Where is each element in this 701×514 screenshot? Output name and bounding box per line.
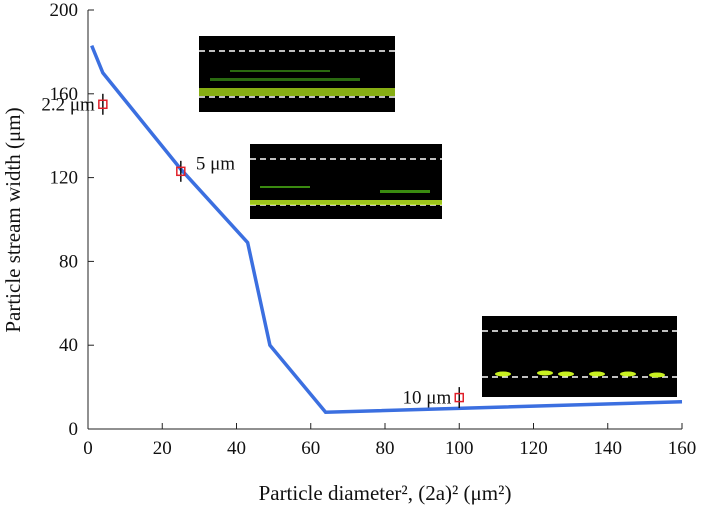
y-tick-label: 80 — [59, 251, 78, 272]
x-tick-label: 160 — [668, 438, 697, 459]
data-point — [98, 99, 108, 110]
point-label: 2.2 μm — [41, 94, 95, 115]
y-axis-label: Particle stream width (μm) — [1, 107, 25, 332]
y-tick-label: 200 — [50, 0, 79, 21]
data-point — [454, 392, 464, 403]
x-axis-label: Particle diameter², (2a)² (μm²) — [259, 481, 512, 505]
x-tick-label: 60 — [301, 438, 320, 459]
y-tick-label: 40 — [59, 335, 78, 356]
x-tick-label: 20 — [153, 438, 172, 459]
x-tick-label: 140 — [594, 438, 623, 459]
x-tick-label: 80 — [376, 438, 395, 459]
x-tick-label: 40 — [227, 438, 246, 459]
x-tick-label: 0 — [83, 438, 93, 459]
x-tick-label: 120 — [519, 438, 548, 459]
data-point — [176, 166, 186, 177]
y-tick-label: 160 — [50, 84, 79, 105]
point-label: 10 μm — [403, 388, 452, 409]
y-tick-label: 0 — [69, 419, 79, 440]
model-line — [90, 44, 683, 415]
y-tick-label: 120 — [50, 168, 79, 189]
x-tick-label: 100 — [445, 438, 474, 459]
point-label: 5 μm — [196, 153, 235, 174]
inset-images — [199, 36, 677, 397]
